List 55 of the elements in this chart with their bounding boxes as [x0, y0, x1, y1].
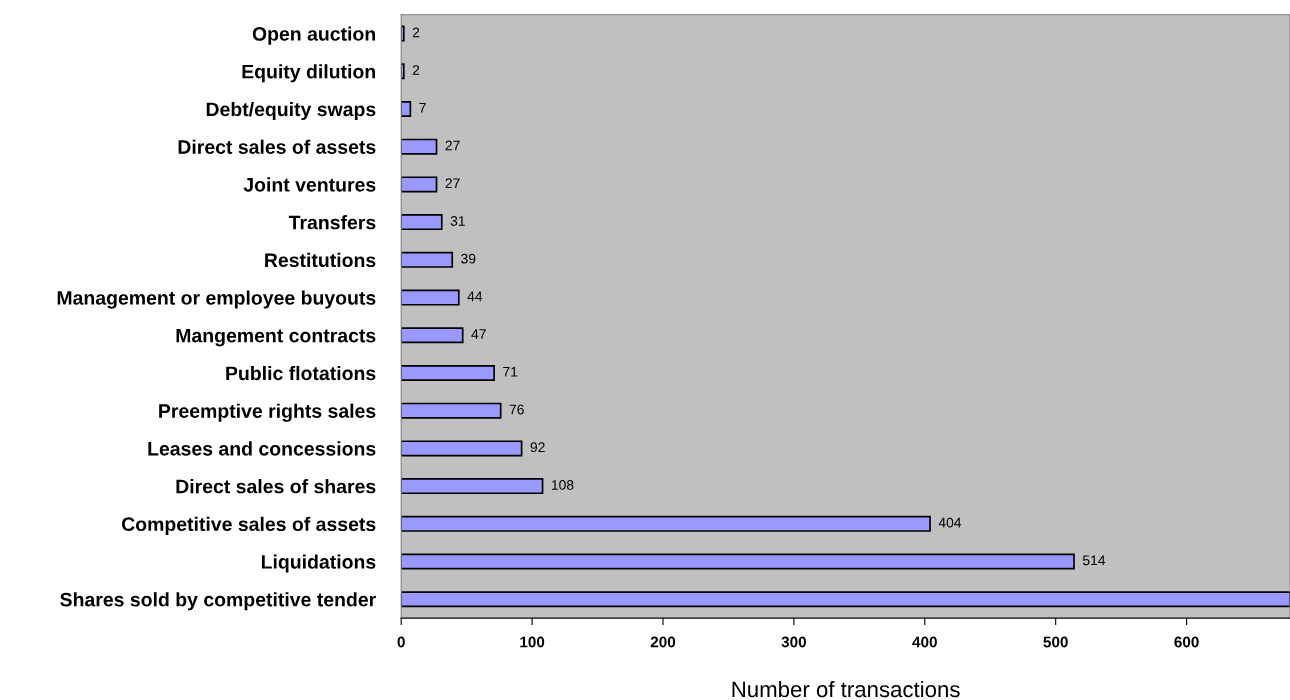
- data-label: 2: [412, 65, 420, 75]
- data-label: 92: [530, 442, 545, 453]
- data-label: 2: [412, 27, 420, 38]
- bar: [401, 251, 454, 268]
- bar: [401, 327, 464, 344]
- y-tick-label: Liquidations: [261, 554, 376, 573]
- data-label: 71: [503, 367, 518, 377]
- bar: [401, 591, 1290, 608]
- x-tick-label: 0: [397, 636, 405, 648]
- y-tick-label: Competitive sales of assets: [121, 516, 376, 535]
- y-tick-label: Debt/equity swaps: [206, 101, 376, 121]
- data-label: 76: [509, 404, 524, 415]
- y-tick-label: Open auction: [252, 26, 375, 45]
- bar: [401, 25, 405, 42]
- data-label: 31: [450, 216, 465, 226]
- x-tick-label: 200: [650, 636, 676, 648]
- y-tick-label: Leases and concessions: [148, 441, 376, 456]
- y-tick-label: Management or employee buyouts: [57, 290, 376, 309]
- y-tick-label: Public flotations: [226, 365, 376, 381]
- y-tick-label: Restitutions: [265, 252, 376, 268]
- bar: [401, 440, 523, 457]
- bar: [401, 176, 438, 193]
- data-label: 27: [445, 140, 460, 151]
- bar: [401, 553, 1075, 570]
- y-tick-label: Joint ventures: [243, 177, 376, 192]
- bar: [401, 63, 405, 80]
- x-tick-label: 400: [912, 636, 937, 648]
- data-label: 404: [938, 517, 962, 528]
- bar: [401, 138, 438, 155]
- data-label: 47: [471, 329, 486, 339]
- data-label: 108: [551, 480, 574, 490]
- bar: [401, 478, 544, 495]
- bar: [401, 289, 460, 306]
- y-tick-label: Preemptive rights sales: [159, 403, 376, 422]
- data-label: 27: [445, 178, 460, 188]
- data-label: 39: [461, 253, 476, 264]
- y-tick-label: Direct sales of assets: [178, 139, 376, 154]
- x-tick-label: 300: [781, 636, 807, 648]
- bar: [401, 515, 931, 532]
- bar: [401, 100, 412, 117]
- data-label: 7: [419, 103, 426, 113]
- y-tick-label: Direct sales of shares: [176, 479, 376, 494]
- bar: [401, 364, 495, 381]
- data-label: 44: [467, 291, 483, 302]
- y-tick-label: Shares sold by competitive tender: [60, 592, 376, 611]
- y-tick-label: Mangement contracts: [176, 328, 376, 347]
- y-tick-label: Transfers: [288, 215, 376, 230]
- bar: [401, 402, 502, 419]
- x-tick-label: 100: [520, 636, 545, 648]
- y-tick-label: Equity dilution: [242, 64, 375, 83]
- data-label: 514: [1082, 555, 1106, 566]
- x-tick-label: 600: [1174, 636, 1199, 648]
- x-axis-title: Number of transactions: [732, 680, 960, 698]
- x-tick-label: 500: [1043, 636, 1068, 648]
- bar: [401, 214, 443, 231]
